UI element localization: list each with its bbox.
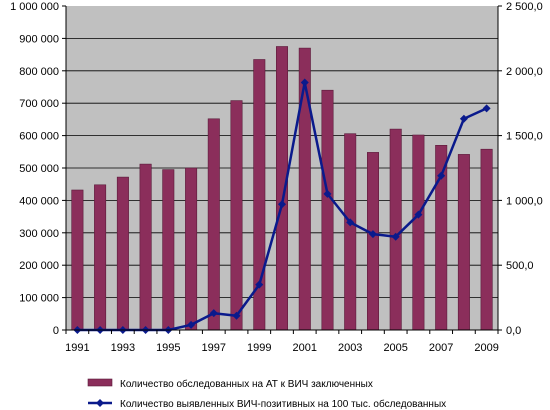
y-right-tick-label: 0,0 xyxy=(506,325,521,337)
line-point xyxy=(482,104,491,113)
y-left-tick-label: 800 000 xyxy=(19,66,59,78)
bar xyxy=(457,154,470,331)
bar xyxy=(139,163,152,331)
y-left-tick-label: 900 000 xyxy=(19,33,59,45)
y-right-tick-label: 1 000,0 xyxy=(506,195,543,207)
y-left-tick-label: 400 000 xyxy=(19,195,59,207)
legend-bar-swatch xyxy=(87,378,113,387)
x-tick-label: 1997 xyxy=(202,342,226,354)
y-left-tick-label: 500 000 xyxy=(19,163,59,175)
x-tick-label: 2007 xyxy=(429,342,453,354)
y-left-tick-label: 600 000 xyxy=(19,131,59,143)
bar xyxy=(366,152,379,331)
bar xyxy=(185,167,198,331)
y-left-tick-label: 0 xyxy=(53,325,59,337)
bar xyxy=(298,47,311,331)
bar xyxy=(412,134,425,331)
x-tick-label: 2003 xyxy=(338,342,362,354)
bar xyxy=(162,169,175,331)
y-left-tick-label: 100 000 xyxy=(19,293,59,305)
legend-line-marker xyxy=(96,399,104,407)
line-point xyxy=(255,280,264,289)
y-left-tick-label: 1 000 000 xyxy=(10,1,59,13)
bar xyxy=(207,118,220,331)
line-point xyxy=(391,232,400,241)
line-point xyxy=(323,189,332,198)
y-left-tick-label: 700 000 xyxy=(19,98,59,110)
y-right-tick-label: 1 500,0 xyxy=(506,131,543,143)
line-point xyxy=(187,320,196,329)
line-point xyxy=(368,230,377,239)
line-point xyxy=(232,311,241,320)
line-point xyxy=(300,78,309,87)
legend-label-bars: Количество обследованных на АТ к ВИЧ зак… xyxy=(120,378,373,390)
bar xyxy=(480,148,493,331)
x-tick-label: 1995 xyxy=(156,342,180,354)
bar xyxy=(116,176,129,331)
bar xyxy=(94,184,107,331)
x-tick-label: 1993 xyxy=(111,342,135,354)
x-tick-label: 2005 xyxy=(383,342,407,354)
y-right-tick-label: 2 000,0 xyxy=(506,66,543,78)
bar xyxy=(71,189,84,331)
y-right-tick-label: 500,0 xyxy=(506,260,534,272)
bar xyxy=(321,89,334,331)
line-point xyxy=(459,114,468,123)
line-point xyxy=(278,200,286,209)
y-left-tick-label: 200 000 xyxy=(19,260,59,272)
line-point xyxy=(437,171,446,180)
line-point xyxy=(414,210,423,219)
y-right-tick-label: 2 500,0 xyxy=(506,1,543,13)
bar xyxy=(389,128,402,331)
legend-label-line: Количество выявленных ВИЧ-позитивных на … xyxy=(120,398,446,410)
bar xyxy=(230,100,243,331)
x-tick-label: 1991 xyxy=(65,342,89,354)
x-tick-label: 1999 xyxy=(247,342,271,354)
x-tick-label: 2009 xyxy=(474,342,498,354)
line-point xyxy=(346,218,355,227)
y-left-tick-label: 300 000 xyxy=(19,228,59,240)
bar xyxy=(344,133,357,331)
x-tick-label: 2001 xyxy=(292,342,316,354)
line-point xyxy=(209,309,218,318)
